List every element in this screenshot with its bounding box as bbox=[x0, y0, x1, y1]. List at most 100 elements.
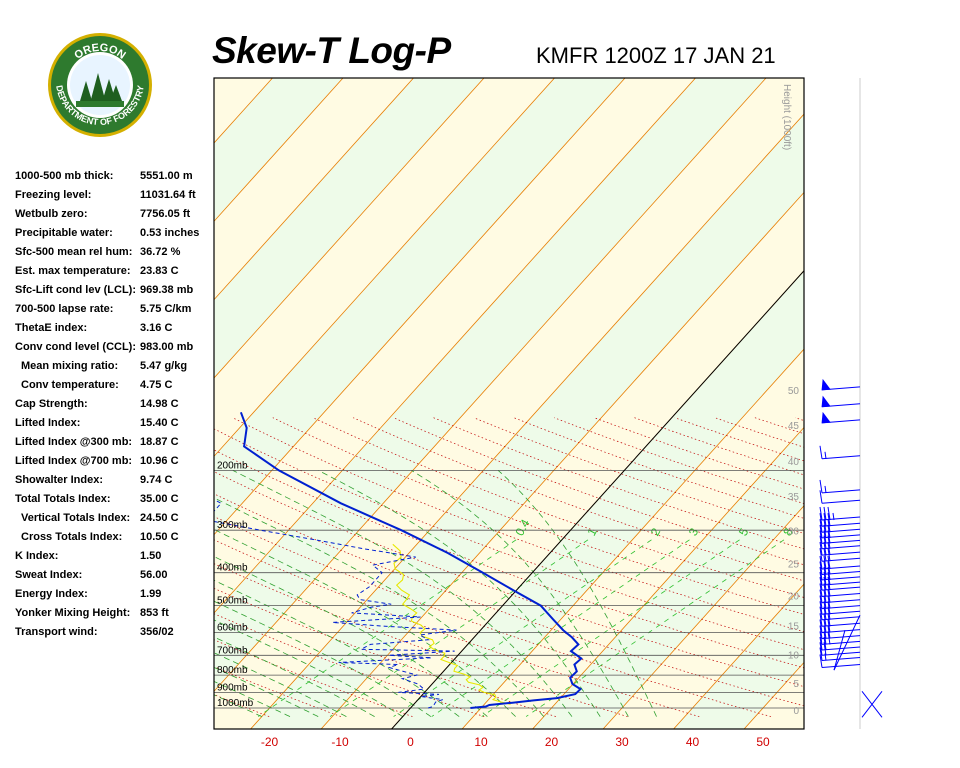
x-tick-label: 50 bbox=[756, 735, 770, 749]
moist-adiabat-line bbox=[214, 579, 460, 717]
x-tick-label: 20 bbox=[545, 735, 559, 749]
barb-full bbox=[823, 513, 827, 527]
mixing-ratio-line bbox=[393, 539, 652, 717]
stat-label: Sfc-Lift cond lev (LCL): bbox=[15, 284, 136, 296]
dry-adiabat-line bbox=[232, 417, 804, 633]
barb-full bbox=[819, 631, 823, 645]
barb-full bbox=[827, 589, 831, 603]
barb-full bbox=[819, 583, 823, 597]
moist-adiabat-line bbox=[214, 694, 262, 717]
wind-barb bbox=[819, 479, 861, 494]
barb-full bbox=[827, 548, 831, 562]
sounding-indices-panel: 1000-500 mb thick: 5551.00 m Freezing leve… bbox=[15, 170, 215, 645]
height-tick-label: 30 bbox=[788, 527, 800, 538]
barb-full bbox=[823, 530, 827, 544]
barb-full bbox=[819, 566, 823, 580]
moist-adiabat-line bbox=[497, 470, 657, 717]
barb-full bbox=[823, 524, 827, 538]
wind-barb bbox=[819, 636, 861, 651]
stat-row: Showalter Index: 9.74 C bbox=[15, 474, 215, 493]
stat-row: Freezing level: 11031.64 ft bbox=[15, 189, 215, 208]
barb-full bbox=[819, 530, 823, 544]
stat-label: Energy Index: bbox=[15, 588, 88, 600]
barb-full bbox=[819, 513, 823, 527]
stat-row: Vertical Totals Index: 24.50 C bbox=[15, 512, 215, 531]
barb-full bbox=[827, 542, 831, 556]
barb-staff bbox=[821, 551, 861, 556]
stat-label: Conv cond level (CCL): bbox=[15, 341, 137, 353]
wind-barb bbox=[819, 490, 861, 504]
mixing-ratio-line bbox=[431, 539, 690, 717]
stat-label: Cross Totals Index: bbox=[21, 531, 123, 543]
barb-full bbox=[827, 613, 831, 627]
stat-value: 11031.64 ft bbox=[140, 189, 196, 201]
barb-staff bbox=[821, 664, 861, 668]
stat-row: Energy Index: 1.99 bbox=[15, 588, 215, 607]
stat-row: 1000-500 mb thick: 5551.00 m bbox=[15, 170, 215, 189]
stat-value: 56.00 bbox=[140, 569, 168, 581]
stat-row: Sfc-500 mean rel hum: 36.72 % bbox=[15, 246, 215, 265]
barb-full bbox=[819, 613, 823, 627]
barb-half bbox=[824, 451, 827, 459]
stat-value: 10.50 C bbox=[140, 531, 179, 543]
parcel-trace bbox=[392, 543, 511, 705]
stat-label: Est. max temperature: bbox=[15, 265, 131, 277]
stat-label: Mean mixing ratio: bbox=[21, 360, 119, 372]
barb-flag bbox=[821, 378, 831, 391]
x-tick-label: 10 bbox=[474, 735, 488, 749]
mixing-ratio-line bbox=[329, 539, 589, 717]
stat-value: 15.40 C bbox=[140, 417, 179, 429]
wind-barb bbox=[821, 411, 861, 424]
barb-full bbox=[819, 589, 823, 603]
stat-row: Yonker Mixing Height: 853 ft bbox=[15, 607, 215, 626]
isotherm-line bbox=[214, 78, 344, 222]
moist-adiabat-line bbox=[214, 497, 545, 717]
stat-value: 4.75 C bbox=[140, 379, 173, 391]
barb-full bbox=[823, 572, 827, 586]
stat-label: Lifted Index @300 mb: bbox=[15, 436, 133, 448]
barb-full bbox=[823, 589, 827, 603]
barb-full bbox=[823, 506, 827, 521]
isotherm-band bbox=[0, 73, 207, 734]
logo-top-text: OREGON bbox=[72, 42, 127, 62]
stat-value: 10.96 C bbox=[140, 455, 179, 467]
barb-full bbox=[827, 601, 831, 615]
barb-staff bbox=[833, 629, 846, 671]
x-tick-label: 30 bbox=[615, 735, 629, 749]
stat-row: Lifted Index: 15.40 C bbox=[15, 417, 215, 436]
stat-label: Conv temperature: bbox=[21, 379, 119, 391]
barb-full bbox=[823, 535, 827, 549]
barb-full bbox=[823, 566, 827, 580]
barb-full bbox=[819, 601, 823, 615]
barb-full bbox=[823, 613, 827, 627]
barb-full bbox=[819, 445, 823, 459]
dry-adiabat-line bbox=[835, 418, 960, 717]
barb-full bbox=[827, 566, 831, 580]
stat-row: Transport wind: 356/02 bbox=[15, 626, 215, 645]
stat-label: Freezing level: bbox=[15, 189, 92, 201]
isotherm-line bbox=[214, 78, 626, 536]
wind-barb-column bbox=[819, 78, 883, 729]
barb-full bbox=[819, 625, 823, 639]
height-tick-label: 5 bbox=[793, 679, 799, 690]
barb-full bbox=[827, 524, 831, 538]
isotherm-band bbox=[0, 73, 136, 734]
barb-full bbox=[827, 561, 831, 575]
barb-full bbox=[827, 555, 831, 570]
barb-staff bbox=[821, 455, 861, 460]
barb-full bbox=[827, 513, 831, 527]
pressure-label: 800mb bbox=[217, 665, 248, 676]
barb-full bbox=[823, 577, 827, 591]
wind-barb bbox=[821, 378, 861, 391]
stat-label: Total Totals Index: bbox=[15, 493, 111, 505]
dry-adiabat-line bbox=[353, 417, 804, 582]
barb-full bbox=[827, 625, 831, 639]
height-tick-label: 45 bbox=[788, 421, 800, 432]
barb-full bbox=[819, 619, 823, 633]
isotherm-line bbox=[214, 78, 556, 457]
station-time-label: KMFR 1200Z 17 JAN 21 bbox=[536, 43, 776, 68]
barb-full bbox=[819, 506, 823, 521]
stat-value: 5.47 g/kg bbox=[140, 360, 188, 372]
isotherm-band bbox=[0, 73, 66, 734]
barb-full bbox=[819, 535, 823, 549]
